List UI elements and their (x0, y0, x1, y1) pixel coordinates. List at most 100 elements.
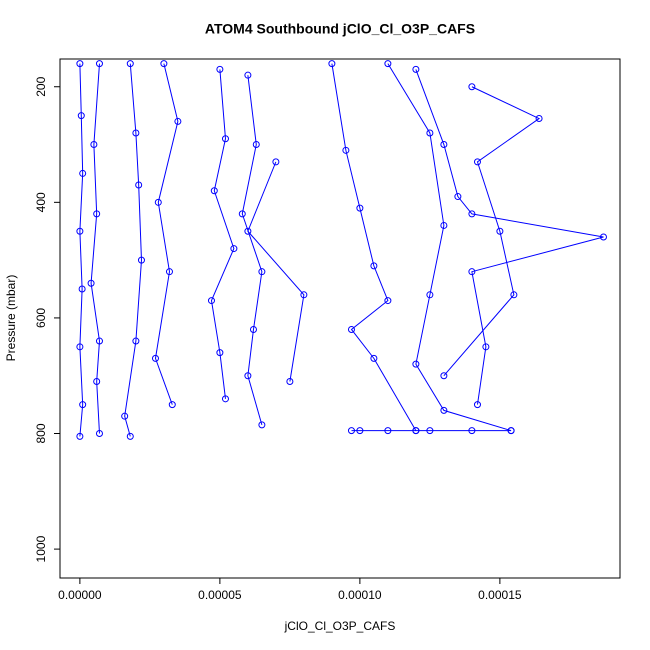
data-point (165, 268, 173, 276)
data-point (249, 325, 257, 333)
data-point (412, 427, 420, 435)
data-point (244, 227, 252, 235)
data-point (384, 297, 392, 305)
profile-line (247, 161, 305, 382)
data-point (468, 210, 476, 218)
data-point (473, 401, 481, 409)
data-point (207, 297, 215, 305)
data-point (252, 141, 260, 149)
data-point (440, 141, 448, 149)
profile-line (90, 63, 100, 434)
data-point (482, 343, 490, 351)
data-point (160, 60, 168, 68)
data-point (347, 427, 355, 435)
x-axis-label: jClO_Cl_O3P_CAFS (284, 619, 396, 633)
profile-line (124, 63, 142, 437)
x-tick-label: 0.00000 (58, 588, 102, 602)
data-point (244, 71, 252, 79)
profile-line (387, 63, 512, 432)
data-point (79, 401, 87, 409)
data-point (154, 198, 162, 206)
data-point (95, 430, 103, 438)
y-tick-label: 400 (34, 192, 48, 212)
chart-title: ATOM4 Southbound jClO_Cl_O3P_CAFS (205, 21, 475, 37)
data-point (87, 279, 95, 287)
x-tick-label: 0.00015 (478, 588, 522, 602)
data-point (76, 227, 84, 235)
data-point (370, 262, 378, 270)
data-point (77, 112, 85, 120)
y-axis-label: Pressure (mbar) (4, 275, 18, 362)
data-point (356, 204, 364, 212)
data-point (496, 227, 504, 235)
data-point (440, 221, 448, 229)
data-point (454, 193, 462, 201)
data-point (76, 343, 84, 351)
data-point (132, 337, 140, 345)
data-point (412, 360, 420, 368)
data-point (347, 325, 355, 333)
data-point (221, 395, 229, 403)
data-point (440, 406, 448, 414)
data-point (216, 65, 224, 73)
data-point (384, 60, 392, 68)
profile-line (443, 86, 541, 377)
data-point (216, 349, 224, 357)
data-point (126, 60, 134, 68)
y-tick-label: 1000 (34, 535, 48, 562)
x-tick-label: 0.00005 (198, 588, 242, 602)
data-point (230, 245, 238, 253)
x-tick-label: 0.00010 (338, 588, 382, 602)
data-point (210, 187, 218, 195)
data-point (507, 427, 515, 435)
data-point (426, 427, 434, 435)
profile-line (241, 75, 263, 425)
data-point (468, 427, 476, 435)
data-point (468, 268, 476, 276)
data-point (151, 354, 159, 362)
data-point (599, 233, 607, 241)
data-point (90, 141, 98, 149)
data-point (76, 60, 84, 68)
data-point (473, 158, 481, 166)
data-point (93, 377, 101, 385)
y-tick-label: 200 (34, 76, 48, 96)
data-point (93, 210, 101, 218)
profile-line (210, 69, 235, 399)
data-point (286, 377, 294, 385)
data-point (440, 372, 448, 380)
data-point (356, 427, 364, 435)
data-point (238, 210, 246, 218)
data-point (426, 129, 434, 137)
data-point (426, 291, 434, 299)
data-point (132, 129, 140, 137)
data-point (221, 135, 229, 143)
plot-frame (59, 58, 621, 579)
data-point (384, 427, 392, 435)
data-point (300, 291, 308, 299)
data-point (174, 117, 182, 125)
data-point (244, 372, 252, 380)
data-point (95, 337, 103, 345)
data-point (342, 146, 350, 154)
y-tick-label: 600 (34, 308, 48, 328)
data-point (76, 432, 84, 440)
profile-line (415, 69, 604, 405)
data-point (510, 291, 518, 299)
profile-line (331, 63, 417, 431)
data-point (78, 285, 86, 293)
data-point (412, 65, 420, 73)
data-point (370, 354, 378, 362)
data-point (535, 115, 543, 123)
data-point (258, 268, 266, 276)
profile-line (154, 63, 179, 405)
data-point (258, 421, 266, 429)
y-tick-label: 800 (34, 423, 48, 443)
profile-line (79, 63, 84, 437)
data-point (121, 412, 129, 420)
data-point (272, 158, 280, 166)
data-point (168, 401, 176, 409)
data-point (95, 60, 103, 68)
data-point (135, 181, 143, 189)
